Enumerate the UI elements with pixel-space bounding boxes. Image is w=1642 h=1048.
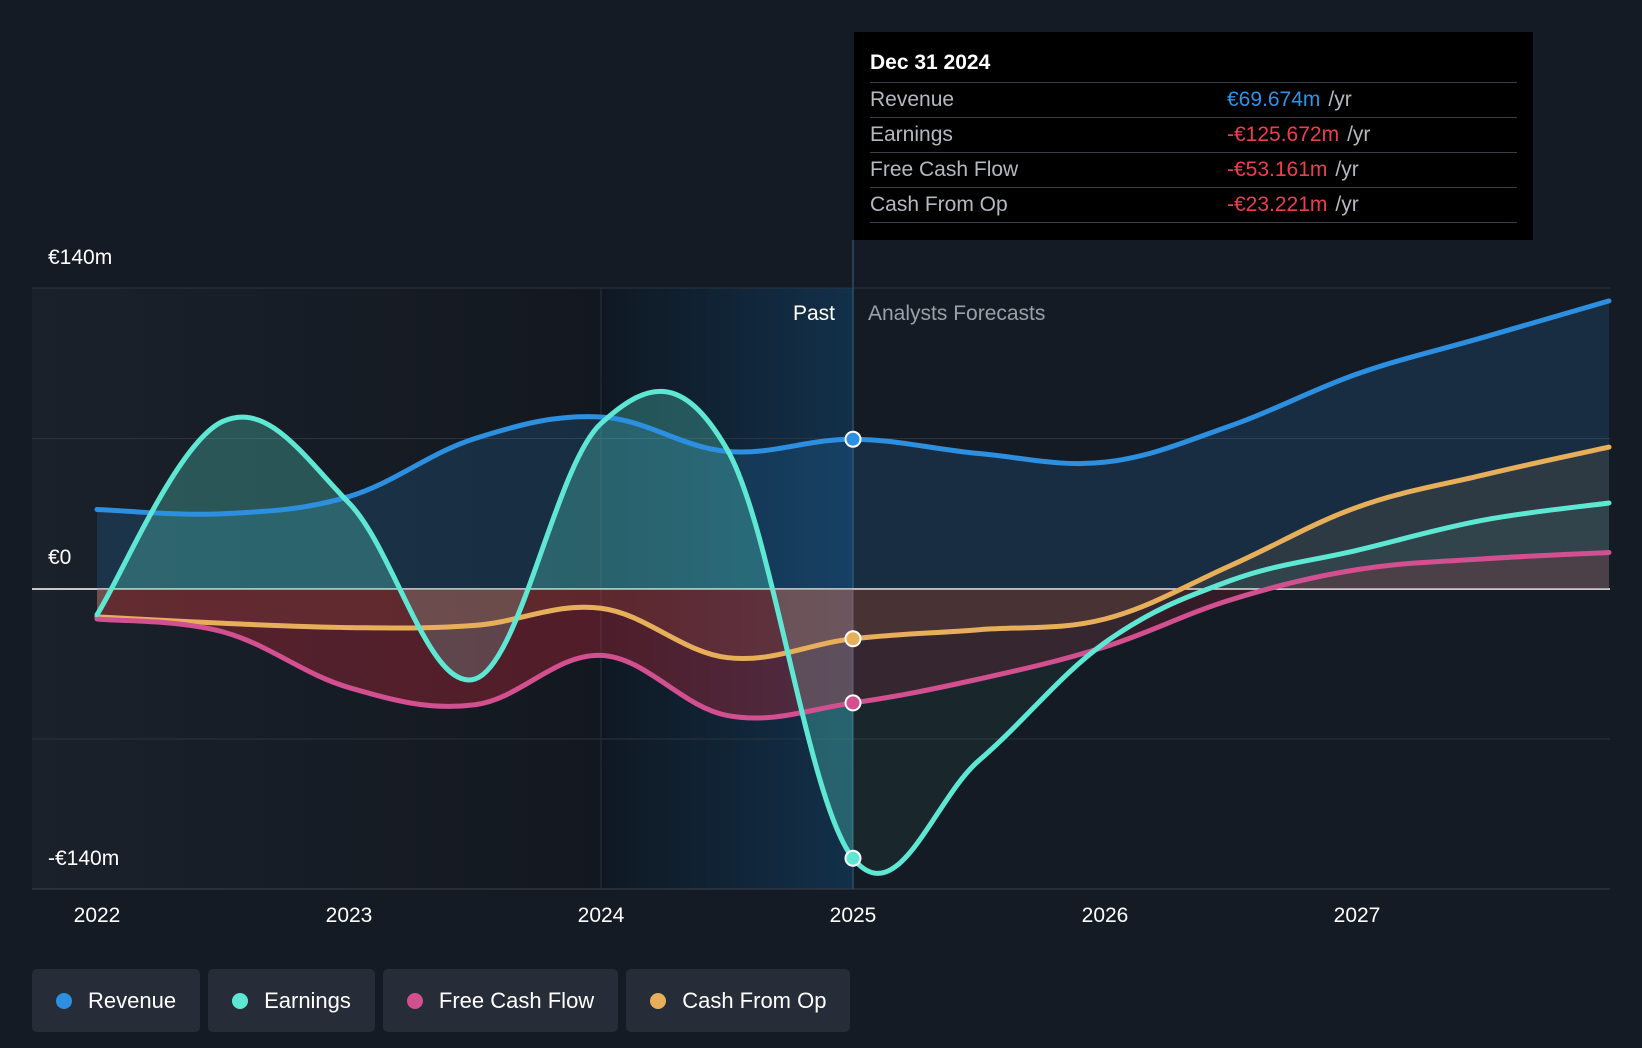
x-tick-label: 2025 — [830, 904, 877, 927]
tooltip-unit: /yr — [1335, 158, 1359, 181]
legend-label: Free Cash Flow — [438, 987, 595, 1013]
tooltip-row-earnings: Earnings -€125.672m /yr — [870, 118, 1517, 153]
area-revenue-forecast — [853, 300, 1609, 589]
series-line-earnings — [94, 388, 1612, 876]
tooltip-value: -€125.672m — [1227, 123, 1340, 146]
x-tick-label: 2026 — [1082, 904, 1129, 927]
marker-revenue — [844, 430, 862, 448]
area-earnings-forecast — [853, 503, 1609, 874]
forecast-label: Analysts Forecasts — [868, 302, 1045, 325]
legend: Revenue Earnings Free Cash Flow Cash Fro… — [32, 969, 858, 1032]
tooltip-row-fcf: Free Cash Flow -€53.161m /yr — [870, 153, 1517, 188]
marker-fcf — [844, 694, 862, 712]
tooltip-value: -€23.221m — [1227, 193, 1328, 216]
x-tick-label: 2023 — [326, 904, 373, 927]
marker-cfo — [844, 630, 862, 648]
tooltip-label: Cash From Op — [870, 193, 1008, 216]
legend-item-earnings[interactable]: Earnings — [208, 969, 375, 1032]
x-tick-label: 2027 — [1334, 904, 1381, 927]
legend-label: Revenue — [88, 987, 177, 1013]
tooltip-date: Dec 31 2024 — [870, 46, 1517, 83]
legend-item-cash-from-op[interactable]: Cash From Op — [626, 969, 851, 1032]
area-fcf-forecast — [853, 552, 1609, 703]
tooltip-unit: /yr — [1335, 193, 1359, 216]
tooltip-value: €69.674m — [1227, 88, 1321, 111]
tooltip-row-cfo: Cash From Op -€23.221m /yr — [870, 188, 1517, 223]
markers — [844, 430, 862, 867]
x-tick-label: 2024 — [578, 904, 625, 927]
y-tick-label: €0 — [48, 546, 71, 569]
y-tick-label: €140m — [48, 246, 112, 269]
area-revenue-past — [97, 416, 853, 589]
tooltip-unit: /yr — [1347, 123, 1371, 146]
legend-dot-icon — [232, 992, 249, 1009]
tooltip-label: Earnings — [870, 123, 953, 146]
legend-dot-icon — [406, 992, 423, 1009]
marker-earnings — [844, 849, 862, 867]
tooltip-row-revenue: Revenue €69.674m /yr — [870, 83, 1517, 118]
tooltip-label: Free Cash Flow — [870, 158, 1019, 181]
legend-label: Earnings — [264, 987, 351, 1013]
axis-labels: €140m €0 -€140m 2022 2023 2024 2025 2026 2027 Pas… — [48, 246, 1380, 927]
tooltip-value: -€53.161m — [1227, 158, 1328, 181]
y-tick-label: -€140m — [48, 847, 119, 870]
legend-item-free-cash-flow[interactable]: Free Cash Flow — [382, 969, 619, 1032]
gridlines — [32, 240, 1610, 890]
legend-item-revenue[interactable]: Revenue — [32, 969, 201, 1032]
legend-label: Cash From Op — [682, 987, 827, 1013]
area-fcf-past — [97, 589, 853, 719]
tooltip-label: Revenue — [870, 88, 955, 111]
past-label: Past — [793, 302, 835, 325]
tooltip: Dec 31 2024 Revenue €69.674m /yr Earning… — [854, 32, 1533, 240]
x-tick-label: 2022 — [74, 904, 121, 927]
legend-dot-icon — [650, 992, 667, 1009]
area-cfo-forecast — [853, 447, 1609, 639]
legend-dot-icon — [56, 992, 72, 1009]
tooltip-unit: /yr — [1328, 88, 1352, 111]
